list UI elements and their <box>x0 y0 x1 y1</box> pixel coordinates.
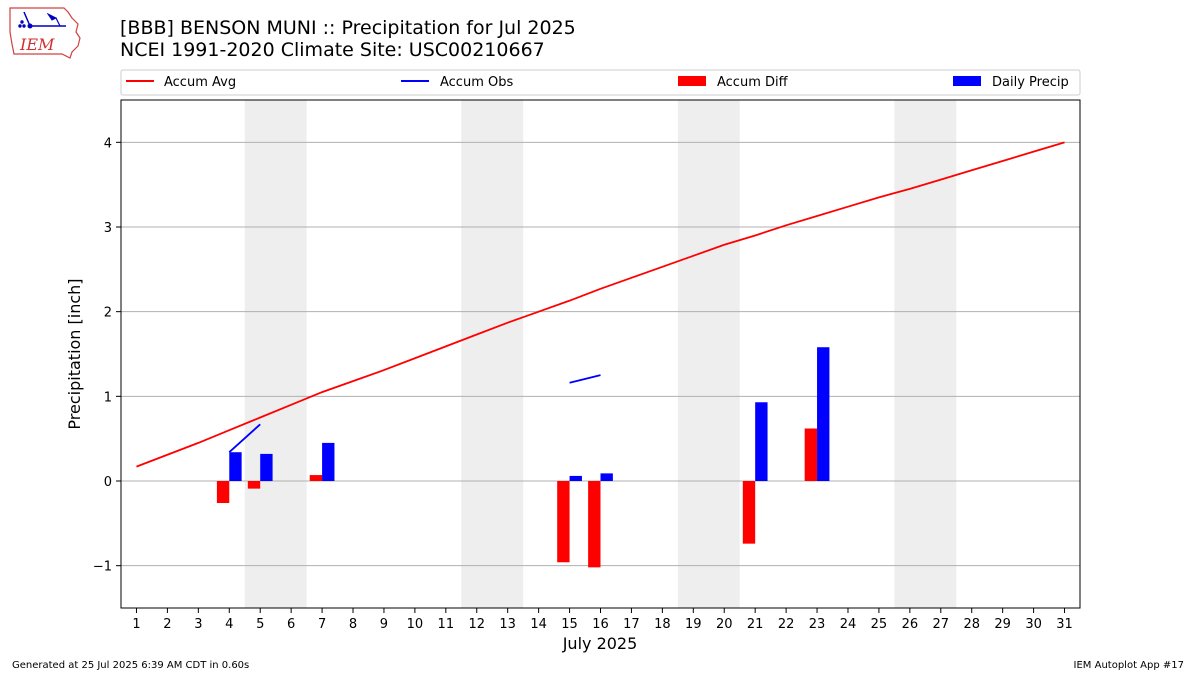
accum-obs-line-0 <box>228 423 261 453</box>
x-axis-label: July 2025 <box>562 634 638 653</box>
x-tick-label: 26 <box>902 617 919 632</box>
accum-avg-line <box>136 141 1065 468</box>
x-tick-label: 11 <box>438 617 455 632</box>
x-tick-label: 24 <box>840 617 857 632</box>
iem-logo: IEM <box>9 7 81 59</box>
accum-diff-bar <box>742 481 756 544</box>
x-tick-label: 21 <box>747 617 764 632</box>
accum-diff-bar <box>588 481 601 568</box>
daily-precip-bar <box>260 453 273 481</box>
app-note: IEM Autoplot App #17 <box>1073 660 1184 671</box>
daily-precip-bar <box>229 452 242 481</box>
x-tick-label: 31 <box>1056 617 1073 632</box>
daily-precip-bar <box>569 475 582 481</box>
weekend-shade-2 <box>677 100 740 608</box>
daily-precip-bar <box>817 347 830 481</box>
accum-obs-line-1 <box>569 374 601 384</box>
legend-label-accum-obs: Accum Obs <box>440 75 513 90</box>
x-tick-label: 17 <box>623 617 640 632</box>
x-tick-label: 9 <box>380 617 388 632</box>
x-tick-label: 20 <box>716 617 733 632</box>
x-tick-label: 10 <box>407 617 424 632</box>
x-tick-label: 29 <box>994 617 1011 632</box>
x-tick-label: 3 <box>194 617 202 632</box>
accum-diff-bar <box>804 428 818 481</box>
accum-diff-bar <box>216 481 230 504</box>
x-tick-label: 13 <box>499 617 516 632</box>
legend-swatch-daily-precip <box>953 76 981 86</box>
legend-label-accum-diff: Accum Diff <box>717 75 789 90</box>
x-tick-label: 18 <box>654 617 671 632</box>
generated-note: Generated at 25 Jul 2025 6:39 AM CDT in … <box>12 660 250 671</box>
y-tick-label: 4 <box>104 136 112 151</box>
x-tick-label: 7 <box>318 617 326 632</box>
x-tick-label: 19 <box>685 617 702 632</box>
legend: Accum Avg Accum Obs Accum Diff Daily Pre… <box>120 69 1081 96</box>
y-tick-label: −1 <box>93 560 112 575</box>
iowa-outline-icon <box>9 7 81 59</box>
y-tick-label: 2 <box>104 306 112 321</box>
x-tick-label: 28 <box>963 617 980 632</box>
x-tick-label: 4 <box>225 617 233 632</box>
x-tick-label: 30 <box>1025 617 1042 632</box>
daily-precip-bar <box>322 442 335 481</box>
x-tick-label: 14 <box>530 617 547 632</box>
weekend-shade-1 <box>461 100 524 608</box>
logo-text: IEM <box>19 35 55 54</box>
y-tick-label: 3 <box>104 221 112 236</box>
chart-title: [BBB] BENSON MUNI :: Precipitation for J… <box>120 17 576 39</box>
legend-label-daily-precip: Daily Precip <box>992 75 1069 90</box>
x-tick-label: 2 <box>163 617 171 632</box>
accum-diff-bar <box>247 481 261 489</box>
chart-subtitle: NCEI 1991-2020 Climate Site: USC00210667 <box>120 39 545 61</box>
x-tick-label: 6 <box>287 617 295 632</box>
x-tick-label: 23 <box>809 617 826 632</box>
accum-diff-bar <box>309 475 323 481</box>
weekend-shade-0 <box>244 100 307 608</box>
accum-diff-bar <box>557 481 570 563</box>
daily-precip-bar <box>755 402 768 481</box>
weather-station-icon <box>18 11 66 29</box>
y-axis-label: Precipitation [inch] <box>65 278 84 429</box>
daily-precip-bar <box>600 473 613 481</box>
x-tick-label: 22 <box>778 617 795 632</box>
legend-swatch-accum-diff <box>678 76 706 86</box>
x-tick-label: 15 <box>561 617 578 632</box>
x-tick-label: 25 <box>871 617 888 632</box>
x-tick-label: 8 <box>349 617 357 632</box>
x-tick-label: 1 <box>132 617 140 632</box>
x-tick-label: 12 <box>468 617 485 632</box>
x-tick-label: 16 <box>592 617 609 632</box>
y-tick-label: 1 <box>104 390 112 405</box>
legend-label-accum-avg: Accum Avg <box>164 75 236 90</box>
legend-frame <box>120 69 1081 96</box>
x-tick-label: 27 <box>933 617 950 632</box>
weekend-shade-3 <box>894 100 957 608</box>
x-tick-label: 5 <box>256 617 264 632</box>
y-tick-label: 0 <box>104 475 112 490</box>
